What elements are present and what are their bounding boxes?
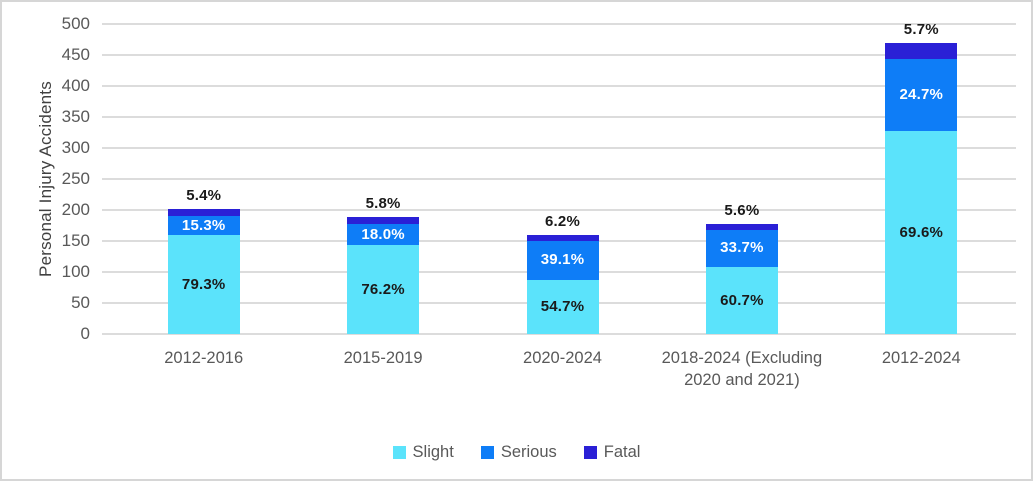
gridline: [102, 54, 1016, 56]
y-tick-label: 300: [61, 138, 90, 157]
legend-item-fatal: Fatal: [583, 442, 641, 462]
data-label-fatal: 5.7%: [903, 20, 939, 38]
bar-segment-fatal: [167, 209, 240, 217]
gridline: [102, 23, 1016, 25]
data-label-serious: 39.1%: [540, 251, 585, 269]
y-tick-label: 250: [61, 169, 90, 188]
bar-segment-slight: [885, 131, 958, 334]
bar-segment-slight: [347, 245, 420, 334]
data-label-slight: 60.7%: [720, 291, 764, 309]
y-tick-label: 50: [71, 293, 90, 312]
bar-segment-serious: [885, 59, 958, 132]
x-axis-label: 2012-2024: [881, 349, 961, 367]
gridline: [102, 85, 1016, 87]
x-axis-label: 2018-2024 (Excluding 2020 and 2021): [661, 349, 823, 389]
legend: Slight Serious Fatal: [2, 440, 1031, 464]
bar-segment-serious: [526, 240, 599, 280]
y-tick-label: 400: [61, 76, 90, 95]
data-label-serious: 33.7%: [720, 239, 764, 257]
legend-label: Slight: [412, 442, 454, 461]
x-axis-label: 2015-2019: [343, 349, 423, 367]
bar-segment-slight: [167, 235, 240, 334]
y-tick-label: 0: [80, 324, 90, 343]
legend-item-slight: Slight: [392, 442, 454, 462]
data-label-slight: 76.2%: [361, 280, 405, 298]
bar-segment-fatal: [705, 223, 778, 230]
y-tick-label: 350: [61, 107, 90, 126]
data-label-serious: 18.0%: [361, 225, 405, 243]
bar-segment-fatal: [526, 234, 599, 241]
bar-segment-fatal: [347, 217, 420, 225]
data-label-slight: 79.3%: [181, 275, 226, 293]
legend-swatch-icon: [480, 445, 494, 459]
legend-swatch-icon: [583, 445, 597, 459]
bar-segment-slight: [526, 279, 599, 334]
gridline: [102, 333, 1016, 335]
x-axis-label: 2012-2016: [164, 349, 244, 367]
legend-swatch-icon: [392, 445, 406, 459]
x-axis-label: 2020-2024: [523, 349, 602, 367]
gridline: [102, 147, 1016, 149]
data-label-serious: 24.7%: [899, 86, 944, 104]
data-label-slight: 69.6%: [899, 223, 944, 241]
bar-segment-serious: [167, 216, 240, 236]
y-tick-label: 500: [61, 14, 90, 33]
bar-segment-fatal: [885, 42, 958, 60]
gridline: [102, 116, 1016, 118]
bar-segment-slight: [705, 267, 778, 334]
bar-segment-serious: [705, 229, 778, 267]
data-label-serious: 15.3%: [181, 216, 226, 234]
bar-segment-serious: [347, 224, 420, 246]
data-label-fatal: 5.4%: [186, 187, 222, 205]
gridline: [102, 209, 1016, 211]
y-tick-label: 150: [61, 231, 90, 250]
data-label-fatal: 6.2%: [545, 212, 580, 230]
y-tick-label: 100: [61, 262, 90, 281]
gridline: [102, 178, 1016, 180]
legend-label: Serious: [500, 442, 557, 461]
y-tick-label: 200: [61, 200, 90, 219]
y-tick-label: 450: [61, 45, 90, 64]
data-label-fatal: 5.6%: [724, 201, 760, 219]
data-label-slight: 54.7%: [540, 297, 585, 315]
legend-item-serious: Serious: [480, 442, 557, 462]
legend-label: Fatal: [603, 442, 641, 461]
data-label-fatal: 5.8%: [365, 195, 401, 213]
